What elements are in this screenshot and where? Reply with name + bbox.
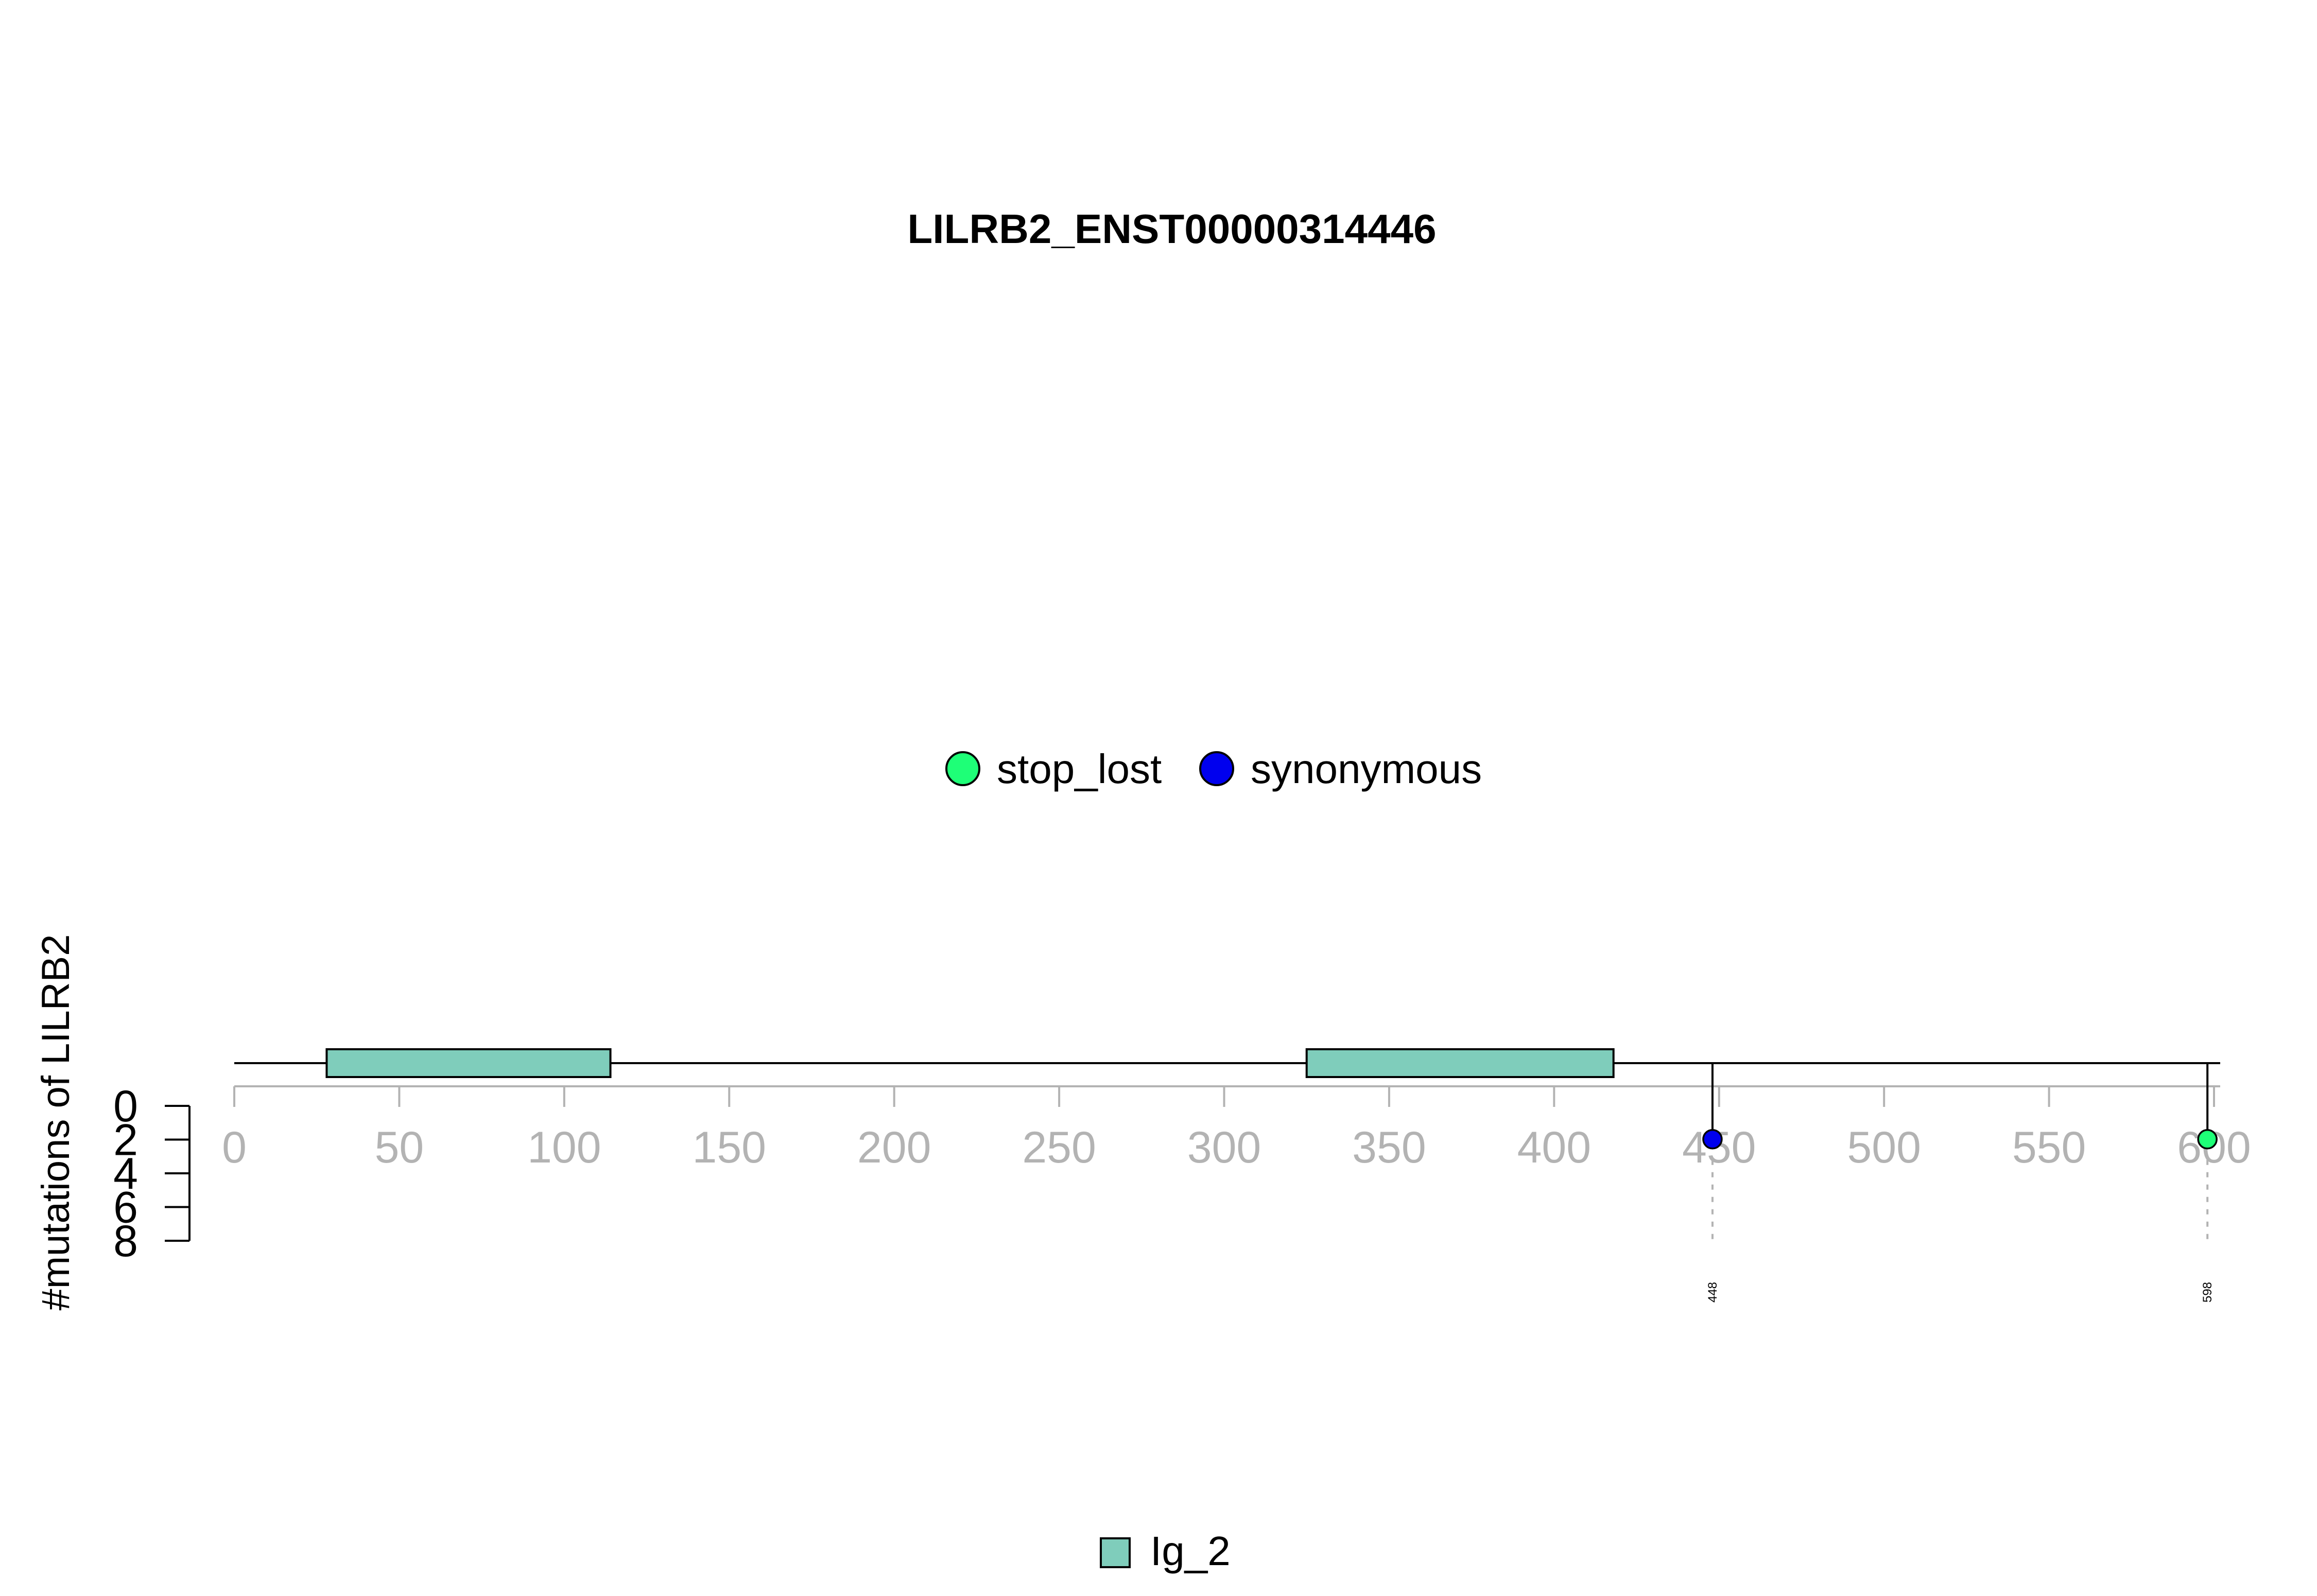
x-tick-label: 350 — [1352, 1123, 1426, 1172]
domain-legend-label: Ig_2 — [1150, 1528, 1231, 1574]
mutation-point-stop_lost — [2197, 1129, 2218, 1150]
domain-box-1 — [325, 1048, 612, 1078]
x-tick-label: 200 — [857, 1123, 931, 1172]
legend-label-stop_lost: stop_lost — [997, 746, 1162, 792]
y-axis-label: #mutations of LILRB2 — [34, 934, 78, 1311]
x-tick-label: 550 — [2012, 1123, 2086, 1172]
legend-marker-stop_lost — [945, 751, 980, 786]
x-tick-label: 50 — [375, 1123, 424, 1172]
x-tick-label: 300 — [1187, 1123, 1261, 1172]
legend-marker-synonymous — [1199, 751, 1234, 786]
mutation-point-synonymous — [1702, 1129, 1723, 1150]
mutation-position-label: 598 — [2201, 1282, 2215, 1303]
x-tick-label: 0 — [222, 1123, 247, 1172]
y-tick-label: 6 — [113, 1183, 138, 1233]
mutation-position-label: 448 — [1706, 1282, 1720, 1303]
domain-box-2 — [1305, 1048, 1615, 1078]
x-tick-label: 450 — [1682, 1123, 1756, 1172]
y-tick-label: 4 — [113, 1149, 138, 1199]
x-tick-label: 400 — [1517, 1123, 1592, 1172]
y-tick-label: 0 — [113, 1082, 138, 1131]
domain-legend: Ig_2 — [1100, 1528, 1231, 1574]
mutation-legend: stop_lost synonymous — [945, 746, 1482, 792]
mutation-lollipops: 448 598 — [1702, 1063, 2218, 1303]
x-tick-label: 500 — [1847, 1123, 1921, 1172]
x-tick-label: 600 — [2177, 1123, 2251, 1172]
domain-boxes — [325, 1048, 1615, 1078]
domain-legend-swatch — [1100, 1537, 1131, 1568]
x-axis: 0 50 100 150 200 250 300 350 400 450 500 550 600 — [222, 1085, 2251, 1172]
x-tick-label: 150 — [693, 1123, 767, 1172]
x-tick-label: 100 — [527, 1123, 601, 1172]
legend-label-synonymous: synonymous — [1251, 746, 1482, 792]
chart-title: LILRB2_ENST00000314446 — [907, 206, 1436, 252]
y-tick-label: 2 — [113, 1116, 138, 1165]
x-tick-label: 250 — [1022, 1123, 1096, 1172]
y-tick-label: 8 — [113, 1217, 138, 1266]
